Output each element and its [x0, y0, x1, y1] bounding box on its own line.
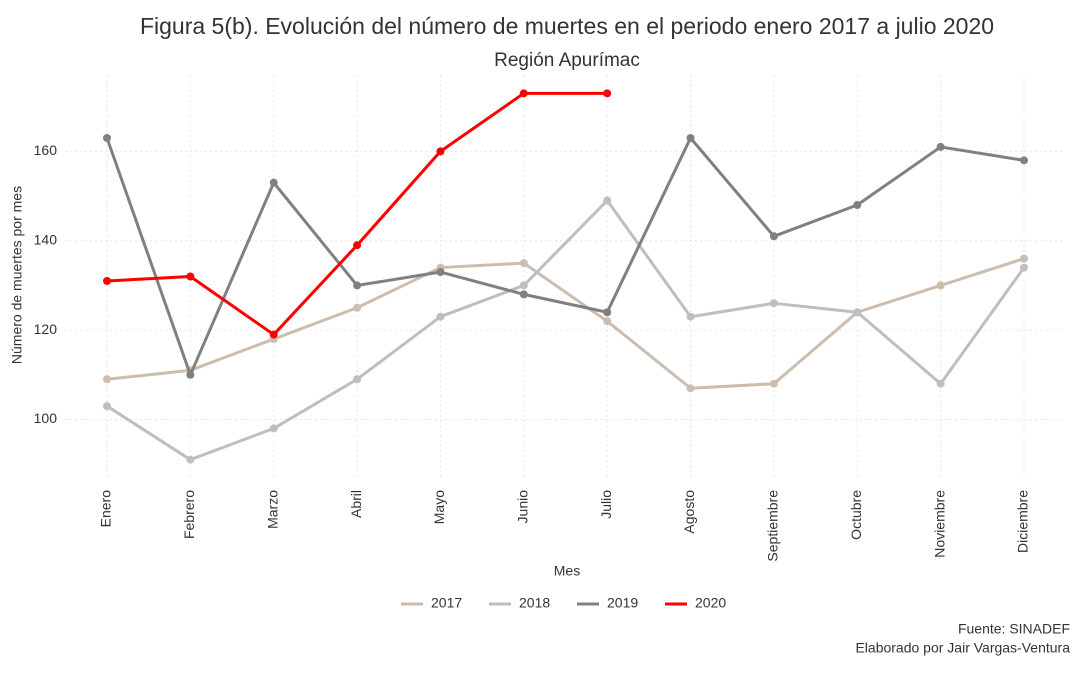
- data-point: [936, 142, 945, 151]
- data-point: [1020, 263, 1028, 272]
- data-point: [353, 303, 362, 312]
- data-point: [436, 312, 445, 321]
- data-point: [686, 384, 695, 393]
- data-point: [519, 290, 528, 299]
- x-tick-label: Octubre: [848, 490, 864, 540]
- data-point: [1020, 254, 1028, 263]
- x-tick-label: Noviembre: [931, 490, 947, 558]
- data-point: [769, 232, 778, 241]
- data-point: [353, 281, 362, 290]
- data-point: [103, 402, 111, 411]
- x-tick-label: Marzo: [264, 490, 280, 529]
- y-tick-label: 140: [34, 231, 58, 247]
- y-axis-label: Número de muertes por mes: [9, 186, 25, 364]
- data-point: [769, 379, 778, 388]
- data-point: [269, 424, 278, 433]
- data-point: [519, 89, 528, 98]
- x-tick-label: Enero: [98, 490, 114, 528]
- y-tick-label: 120: [34, 321, 58, 337]
- data-point: [186, 455, 195, 464]
- x-tick-label: Junio: [515, 490, 531, 524]
- series-line: [106, 199, 1026, 462]
- series-line: [106, 257, 1025, 390]
- series-line: [105, 136, 1025, 377]
- x-tick-label: Mayo: [431, 490, 447, 524]
- data-point: [603, 89, 612, 98]
- series-line: [106, 91, 608, 337]
- x-tick-label: Febrero: [181, 490, 197, 539]
- legend-label: 2018: [519, 595, 550, 611]
- caption: Elaborado por Jair Vargas-Ventura: [855, 640, 1070, 656]
- data-point: [603, 317, 612, 326]
- data-point: [186, 272, 195, 281]
- data-point: [269, 178, 278, 187]
- data-point: [853, 201, 862, 210]
- data-point: [353, 375, 362, 384]
- legend-label: 2020: [695, 595, 726, 611]
- chart-title: Figura 5(b). Evolución del número de mue…: [140, 13, 994, 39]
- data-point: [436, 147, 445, 156]
- data-point: [769, 299, 778, 308]
- data-point: [103, 276, 111, 285]
- data-point: [686, 133, 695, 142]
- caption: Fuente: SINADEF: [958, 621, 1070, 637]
- x-tick-label: Septiembre: [765, 490, 781, 562]
- data-point: [853, 308, 862, 317]
- x-tick-label: Julio: [598, 490, 614, 519]
- data-point: [936, 379, 945, 388]
- data-point: [436, 268, 445, 277]
- data-point: [186, 370, 195, 379]
- x-axis-label: Mes: [554, 563, 580, 579]
- data-point: [103, 133, 111, 142]
- data-point: [519, 281, 528, 290]
- legend-label: 2019: [607, 595, 638, 611]
- data-point: [603, 308, 612, 317]
- data-point: [1020, 156, 1028, 165]
- data-point: [519, 259, 528, 268]
- data-point: [103, 375, 111, 384]
- x-tick-label: Abril: [348, 490, 364, 518]
- y-tick-label: 160: [34, 142, 58, 158]
- x-tick-label: Diciembre: [1015, 490, 1031, 553]
- data-point: [686, 312, 695, 321]
- y-tick-label: 100: [34, 410, 58, 426]
- legend-label: 2017: [431, 595, 462, 611]
- data-point: [936, 281, 945, 290]
- chart-subtitle: Región Apurímac: [494, 50, 640, 71]
- data-point: [603, 196, 612, 205]
- data-point: [353, 241, 362, 250]
- data-point: [269, 330, 278, 339]
- x-tick-label: Agosto: [681, 490, 697, 534]
